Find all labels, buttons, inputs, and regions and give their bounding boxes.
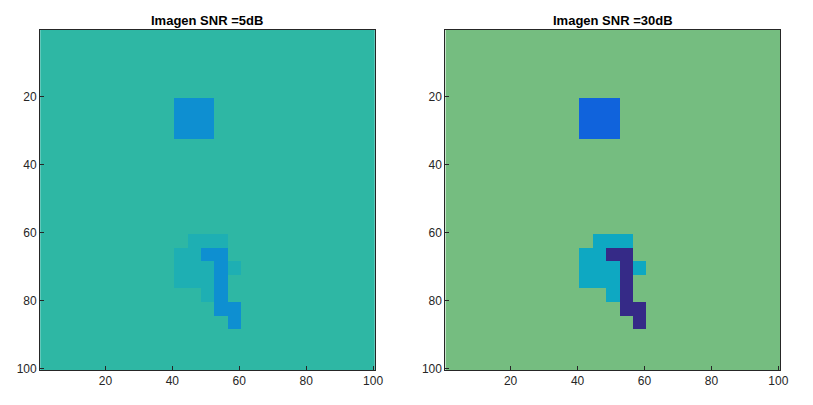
svg-text:60: 60	[233, 374, 247, 388]
svg-text:100: 100	[363, 374, 383, 388]
svg-text:20: 20	[504, 374, 518, 388]
svg-text:80: 80	[299, 374, 313, 388]
svg-text:100: 100	[768, 374, 788, 388]
svg-text:40: 40	[571, 374, 585, 388]
svg-text:40: 40	[23, 158, 37, 172]
svg-text:20: 20	[429, 90, 443, 104]
svg-text:60: 60	[429, 226, 443, 240]
svg-text:60: 60	[638, 374, 652, 388]
svg-text:Imagen SNR =5dB: Imagen SNR =5dB	[151, 13, 263, 28]
svg-text:60: 60	[23, 226, 37, 240]
svg-text:100: 100	[17, 362, 37, 376]
svg-text:80: 80	[23, 294, 37, 308]
svg-text:20: 20	[99, 374, 113, 388]
svg-text:80: 80	[429, 294, 443, 308]
svg-text:100: 100	[422, 362, 442, 376]
svg-text:40: 40	[166, 374, 180, 388]
svg-text:20: 20	[23, 90, 37, 104]
svg-text:Imagen SNR =30dB: Imagen SNR =30dB	[553, 13, 673, 28]
svg-text:80: 80	[705, 374, 719, 388]
svg-text:40: 40	[429, 158, 443, 172]
